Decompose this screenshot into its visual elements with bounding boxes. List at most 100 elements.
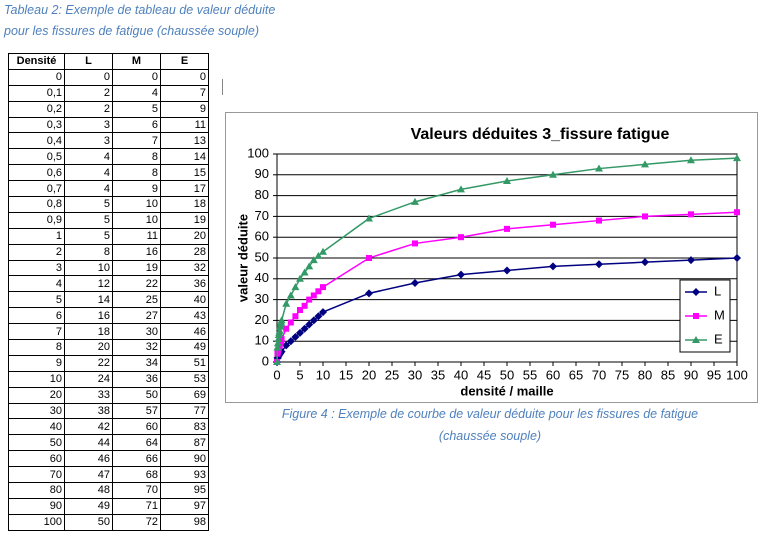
table-row: 5 14 25 40 (8, 291, 209, 309)
table-row: 50 44 64 87 (8, 434, 209, 452)
x-tick-label: 85 (661, 367, 675, 382)
marker (692, 288, 700, 296)
marker (595, 164, 603, 172)
marker (310, 292, 317, 299)
marker (734, 209, 740, 216)
x-tick-label: 30 (408, 367, 422, 382)
marker (320, 284, 326, 291)
table-cell: 48 (64, 482, 113, 499)
figure-caption: (chaussée souple) (438, 429, 542, 443)
chart-title: Valeurs déduites 3_fissure fatigue (411, 126, 670, 143)
x-tick-label: 75 (615, 367, 629, 382)
marker (296, 328, 304, 337)
table-cell: 98 (160, 513, 209, 531)
x-tick-label: 60 (546, 367, 560, 382)
y-tick-label: 0 (262, 353, 269, 368)
marker (297, 307, 303, 313)
marker (642, 213, 648, 220)
marker (503, 177, 511, 185)
x-tick-label: 100 (726, 367, 748, 382)
marker (292, 313, 299, 320)
marker (319, 308, 327, 317)
marker (692, 336, 700, 343)
header-row: Densité L M E (8, 53, 209, 70)
table-cell: 100 (8, 513, 65, 531)
y-tick-label: 50 (255, 249, 269, 264)
x-axis-label: densité / maille (460, 383, 553, 398)
marker (687, 256, 695, 265)
marker (596, 217, 602, 224)
marker (411, 278, 419, 287)
marker (277, 316, 286, 324)
x-tick-label: 35 (431, 367, 445, 382)
y-tick-label: 60 (255, 229, 269, 244)
marker (458, 234, 464, 241)
table-row: 0,1 2 4 7 (8, 84, 209, 102)
marker (273, 358, 281, 365)
figure-caption: Figure 4 : Exemple de courbe de valeur d… (281, 407, 699, 421)
table-row: 1 5 11 20 (8, 227, 209, 245)
marker (733, 254, 741, 262)
x-tick-label: 70 (592, 367, 606, 382)
marker (278, 336, 285, 343)
cursor (222, 79, 223, 95)
marker (315, 288, 322, 295)
table-row: 80 48 70 95 (8, 482, 209, 499)
marker (306, 296, 313, 303)
marker (309, 316, 318, 325)
marker (549, 170, 557, 178)
marker (365, 214, 373, 222)
table-cell: 95 (160, 482, 209, 499)
x-tick-label: 5 (296, 367, 303, 382)
table-cell: 20 (8, 386, 65, 404)
y-tick-label: 80 (255, 187, 269, 202)
marker (273, 339, 282, 347)
x-tick-label: 55 (523, 367, 537, 382)
marker (309, 256, 318, 264)
table-row: 70 47 68 93 (8, 466, 209, 484)
table-cell: 32 (112, 339, 161, 356)
marker (641, 258, 649, 267)
table-row: 90 49 71 97 (8, 497, 209, 515)
y-tick-label: 30 (255, 291, 269, 306)
marker (366, 255, 372, 261)
x-tick-label: 65 (569, 367, 583, 382)
table-row: 0,3 3 6 11 (8, 116, 209, 134)
legend-label: L (714, 283, 721, 298)
marker (595, 260, 603, 269)
table-row: 0,8 5 10 18 (8, 196, 209, 213)
y-tick-label: 90 (255, 166, 269, 181)
table-cell: 77 (160, 402, 209, 420)
table-cell: 18 (64, 323, 113, 341)
x-tick-label: 20 (362, 367, 376, 382)
table-row: 2 8 16 28 (8, 243, 209, 261)
marker (301, 302, 308, 309)
marker (305, 320, 314, 329)
table-cell: 0,4 (8, 132, 65, 150)
y-tick-label: 40 (255, 270, 269, 285)
table-cell: 83 (160, 418, 209, 436)
marker (273, 343, 282, 351)
marker (314, 251, 323, 259)
x-tick-label: 50 (500, 367, 514, 382)
x-tick-label: 0 (273, 367, 280, 382)
marker (287, 319, 294, 326)
marker (688, 211, 694, 218)
marker (733, 154, 741, 162)
marker (412, 240, 418, 247)
marker (305, 262, 314, 270)
marker (283, 325, 290, 332)
caption: pour les fissures de fatigue (chaussée s… (4, 24, 260, 38)
y-tick-label: 70 (255, 208, 269, 223)
marker (319, 247, 327, 255)
marker (286, 337, 295, 346)
x-tick-label: 45 (477, 367, 491, 382)
marker (286, 291, 295, 299)
marker (274, 335, 283, 343)
legend-label: M (714, 307, 725, 322)
marker (693, 313, 699, 319)
table-row: 0,7 4 9 17 (8, 180, 209, 198)
x-tick-label: 90 (684, 367, 698, 382)
